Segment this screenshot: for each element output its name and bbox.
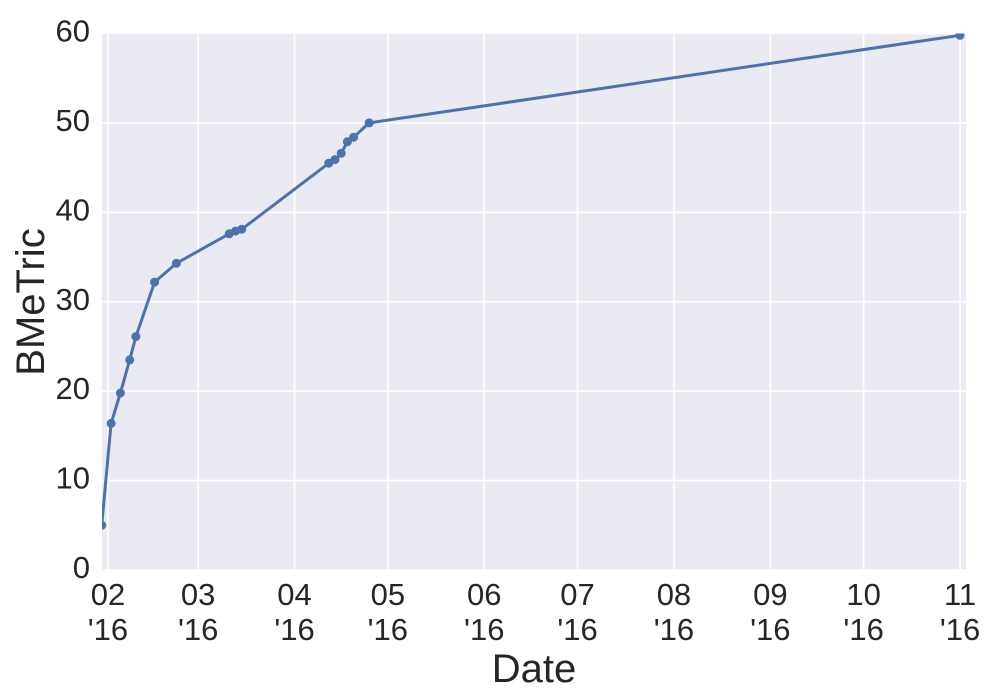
x-tick-label-month: 04 [277, 577, 311, 612]
data-point [330, 155, 340, 165]
x-tick-label-year: '16 [750, 612, 790, 647]
x-tick-label-month: 10 [846, 577, 880, 612]
y-tick-label: 10 [56, 461, 90, 496]
y-tick-label: 60 [56, 14, 90, 49]
x-tick-label-month: 05 [371, 577, 405, 612]
data-point [115, 388, 125, 398]
data-point [955, 33, 965, 40]
x-tick-label-year: '16 [654, 612, 694, 647]
x-tick-label-month: 08 [657, 577, 691, 612]
data-point [237, 224, 247, 234]
x-tick-label-year: '16 [557, 612, 597, 647]
y-axis-label: BMeTric [9, 228, 53, 375]
y-tick-label: 40 [56, 192, 90, 227]
y-tick-label: 0 [73, 550, 90, 585]
data-point [171, 258, 181, 268]
data-point [102, 520, 107, 530]
axis-tick-labels: 010203040506002'1603'1604'1605'1606'1607… [56, 14, 981, 648]
y-tick-label: 20 [56, 371, 90, 406]
x-tick-label-month: 03 [181, 577, 215, 612]
x-axis-label: Date [492, 647, 577, 691]
x-tick-label-month: 02 [91, 577, 125, 612]
gridlines [102, 32, 966, 571]
x-tick-label-year: '16 [464, 612, 504, 647]
data-point [150, 277, 160, 287]
data-point [106, 418, 116, 428]
x-tick-label-year: '16 [940, 612, 980, 647]
data-point [336, 148, 346, 158]
x-tick-label-month: 09 [753, 577, 787, 612]
data-point [131, 332, 141, 342]
y-tick-label: 50 [56, 103, 90, 138]
x-tick-label-year: '16 [178, 612, 218, 647]
x-tick-label-month: 06 [467, 577, 501, 612]
x-tick-label-year: '16 [843, 612, 883, 647]
x-tick-label-year: '16 [274, 612, 314, 647]
data-series [102, 33, 965, 530]
data-point [125, 355, 135, 365]
x-tick-label-month: 11 [944, 577, 976, 612]
x-tick-label-year: '16 [368, 612, 408, 647]
x-tick-label-year: '16 [88, 612, 128, 647]
data-point [364, 118, 374, 128]
y-tick-label: 30 [56, 282, 90, 317]
data-point [342, 137, 352, 147]
data-point [349, 132, 359, 142]
x-tick-label-month: 07 [560, 577, 594, 612]
